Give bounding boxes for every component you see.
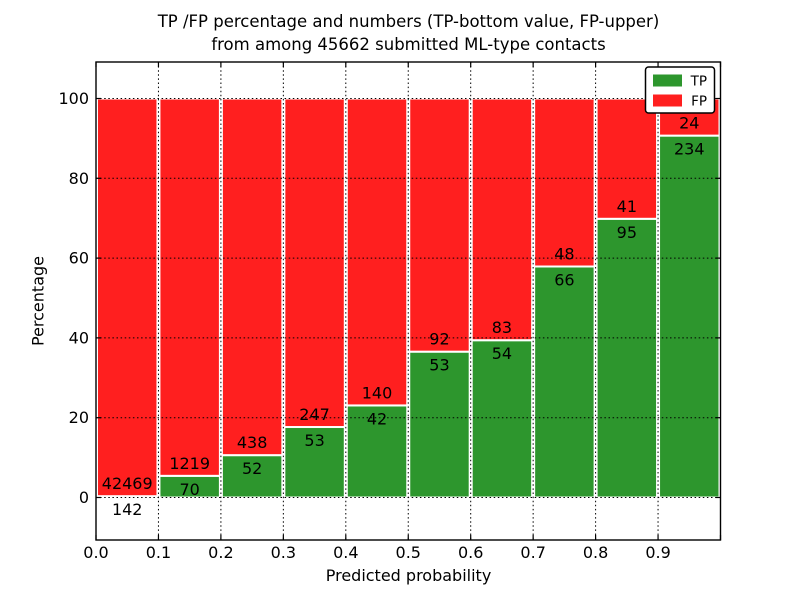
x-tick-label-0.7: 0.7	[520, 543, 545, 562]
fp-value-label-1: 1219	[169, 454, 210, 473]
tp-value-label-6: 54	[492, 344, 512, 363]
bar-tp-segment-7	[533, 265, 596, 499]
tp-value-label-2: 52	[242, 459, 262, 478]
fp-value-label-5: 92	[429, 330, 449, 349]
y-tick-label-80: 80	[69, 169, 89, 188]
bar-fp-segment-6	[470, 97, 534, 342]
chart-title-line2: from among 45662 submitted ML-type conta…	[211, 35, 606, 54]
x-tick-label-0.2: 0.2	[208, 543, 233, 562]
y-tick-label-100: 100	[58, 89, 89, 108]
fp-value-label-2: 438	[237, 433, 268, 452]
x-tick-label-0.0: 0.0	[83, 543, 108, 562]
x-axis-label: Predicted probability	[325, 566, 492, 585]
y-tick-label-0: 0	[79, 488, 89, 507]
fp-value-label-9: 24	[679, 114, 699, 133]
bar-fp-segment-0	[96, 97, 159, 498]
x-tick-label-0.6: 0.6	[458, 543, 483, 562]
fp-value-label-3: 247	[299, 405, 330, 424]
y-tick-label-40: 40	[69, 328, 89, 347]
legend-swatch-fp	[653, 94, 682, 107]
bar-tp-segment-8	[595, 217, 659, 499]
x-tick-label-0.5: 0.5	[396, 543, 421, 562]
y-axis-label: Percentage	[28, 255, 48, 347]
x-tick-label-0.4: 0.4	[333, 543, 358, 562]
tp-value-label-3: 53	[304, 431, 324, 450]
bar-tp-segment-9	[658, 134, 721, 499]
bar-fp-segment-5	[408, 97, 471, 353]
fp-value-label-7: 48	[554, 245, 574, 264]
x-tick-label-0.3: 0.3	[271, 543, 296, 562]
tp-value-label-0: 142	[112, 500, 143, 519]
tp-value-label-9: 234	[674, 140, 705, 159]
legend-swatch-tp	[653, 74, 682, 87]
chart-title: TP /FP percentage and numbers (TP-bottom…	[96, 10, 721, 56]
bar-fp-segment-8	[595, 97, 659, 220]
fp-value-label-4: 140	[362, 383, 393, 402]
x-tick-label-0.9: 0.9	[645, 543, 670, 562]
bar-tp-segment-5	[408, 350, 471, 499]
y-tick-label-20: 20	[69, 408, 89, 427]
x-tick-label-0.1: 0.1	[146, 543, 171, 562]
legend-label-tp: TP	[690, 74, 707, 90]
fp-value-label-8: 41	[617, 197, 637, 216]
y-tick-label-60: 60	[69, 249, 89, 268]
fp-value-label-0: 42469	[102, 474, 153, 493]
tp-value-label-5: 53	[429, 356, 449, 375]
legend-label-fp: FP	[691, 94, 707, 110]
bar-tp-segment-3	[283, 426, 346, 499]
tp-value-label-7: 66	[554, 271, 574, 290]
bar-fp-segment-2	[220, 97, 284, 457]
bar-fp-segment-1	[158, 97, 221, 477]
tp-value-label-8: 95	[617, 223, 637, 242]
chart-title-line1: TP /FP percentage and numbers (TP-bottom…	[157, 12, 660, 31]
bar-tp-segment-4	[345, 404, 409, 499]
bar-tp-segment-6	[470, 339, 534, 499]
bar-fp-segment-7	[533, 97, 596, 268]
tp-value-label-1: 70	[179, 480, 199, 499]
fp-value-label-6: 83	[492, 318, 512, 337]
tp-value-label-4: 42	[367, 409, 387, 428]
bar-fp-segment-3	[283, 97, 346, 429]
x-tick-label-0.8: 0.8	[583, 543, 608, 562]
bar-fp-segment-4	[345, 97, 409, 407]
